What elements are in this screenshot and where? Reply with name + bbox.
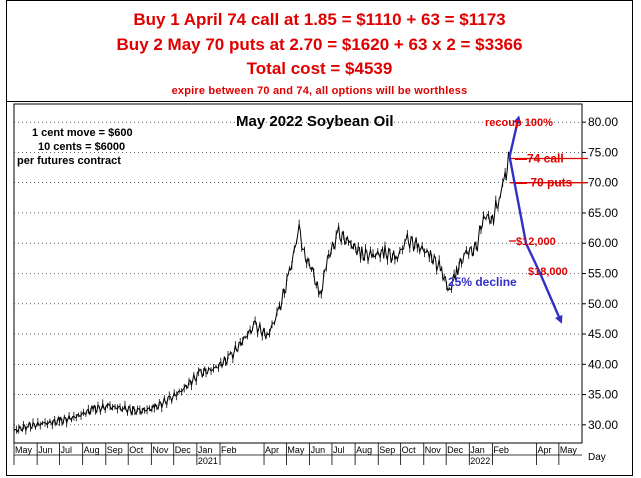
x-month-label: Sep bbox=[379, 445, 395, 455]
y-tick-label: 50.00 bbox=[588, 297, 618, 311]
x-month-label: Apr bbox=[537, 445, 551, 455]
header-line-note: expire between 70 and 74, all options wi… bbox=[171, 85, 468, 97]
x-axis-label: Day bbox=[588, 452, 606, 463]
note-ten-cents: 10 cents = $6000 bbox=[38, 141, 126, 153]
x-year-label: 2021 bbox=[198, 456, 218, 466]
chart-frame bbox=[6, 0, 633, 476]
x-month-label: Aug bbox=[84, 445, 100, 455]
header-line-call: Buy 1 April 74 call at 1.85 = $1110 + 63… bbox=[133, 10, 506, 29]
strike-level-label: —74 call bbox=[515, 151, 564, 165]
y-tick-label: 80.00 bbox=[588, 115, 618, 129]
x-month-label: Oct bbox=[129, 445, 144, 455]
x-month-label: Jan bbox=[470, 445, 485, 455]
annotation-recoup: recoup 100% bbox=[485, 117, 553, 129]
x-month-label: Feb bbox=[493, 445, 509, 455]
trade-header: Buy 1 April 74 call at 1.85 = $1110 + 63… bbox=[6, 0, 633, 102]
header-line-total: Total cost = $4539 bbox=[246, 59, 393, 78]
x-month-label: Jul bbox=[61, 445, 73, 455]
x-month-label: Sep bbox=[107, 445, 123, 455]
projection-up-arrow bbox=[508, 115, 522, 157]
y-tick-label: 30.00 bbox=[588, 418, 618, 432]
annotation-loss-18000: $18,000 bbox=[528, 266, 568, 278]
x-month-label: Dec bbox=[175, 445, 192, 455]
x-month-label: Nov bbox=[152, 445, 169, 455]
x-month-label: Jan bbox=[198, 445, 213, 455]
x-month-label: Feb bbox=[221, 445, 237, 455]
annotation-loss-12000: $12,000 bbox=[516, 236, 556, 248]
annotation-decline: 25% decline bbox=[448, 275, 517, 289]
chart-title: May 2022 Soybean Oil bbox=[236, 113, 394, 130]
y-tick-label: 70.00 bbox=[588, 176, 618, 190]
strike-level-label: — 70 puts bbox=[515, 176, 573, 190]
x-month-label: Nov bbox=[425, 445, 442, 455]
x-month-label: Jul bbox=[333, 445, 345, 455]
price-series-line bbox=[13, 151, 511, 433]
x-month-label: Dec bbox=[447, 445, 464, 455]
x-month-label: Jun bbox=[38, 445, 53, 455]
x-year-label: 2022 bbox=[470, 456, 490, 466]
x-month-label: May bbox=[15, 445, 33, 455]
y-tick-label: 75.00 bbox=[588, 145, 618, 159]
y-tick-label: 65.00 bbox=[588, 206, 618, 220]
note-per-contract: per futures contract bbox=[17, 155, 121, 167]
x-month-label: May bbox=[287, 445, 305, 455]
y-tick-label: 45.00 bbox=[588, 327, 618, 341]
y-tick-label: 35.00 bbox=[588, 388, 618, 402]
y-tick-label: 55.00 bbox=[588, 267, 618, 281]
x-month-label: Oct bbox=[402, 445, 417, 455]
y-tick-label: 40.00 bbox=[588, 357, 618, 371]
x-month-label: Aug bbox=[356, 445, 372, 455]
x-month-label: Jun bbox=[311, 445, 326, 455]
projection-down-arrow bbox=[508, 156, 563, 324]
note-cent-move: 1 cent move = $600 bbox=[32, 127, 133, 139]
header-line-puts: Buy 2 May 70 puts at 2.70 = $1620 + 63 x… bbox=[116, 35, 523, 54]
x-month-label: Apr bbox=[265, 445, 279, 455]
y-tick-label: 60.00 bbox=[588, 236, 618, 250]
x-month-label: May bbox=[560, 445, 578, 455]
